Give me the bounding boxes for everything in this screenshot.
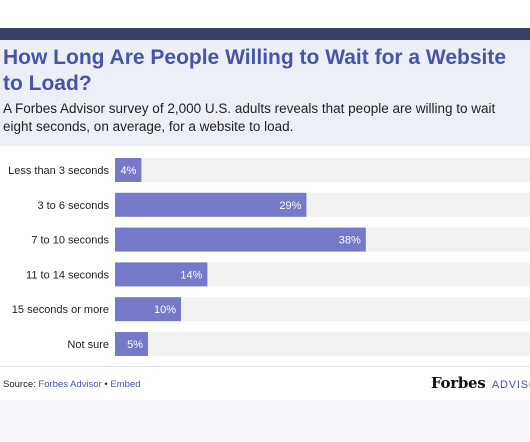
bar-track [115, 158, 530, 182]
source-link[interactable]: Forbes Advisor [38, 379, 102, 390]
brand-suffix: ADVISOR [491, 379, 530, 391]
value-label: 14% [180, 269, 202, 281]
bar [115, 332, 148, 356]
forbes-advisor-logo: Forbes ADVISOR [431, 374, 530, 393]
category-label: 11 to 14 seconds [26, 269, 109, 281]
bar [115, 262, 208, 287]
bar-chart: Less than 3 seconds 4% 3 to 6 seconds 29% 7 … [8, 158, 530, 356]
bar [115, 158, 142, 182]
value-label: 4% [120, 165, 136, 177]
bar-track [115, 297, 530, 322]
bar [115, 227, 366, 252]
bar [115, 297, 181, 322]
category-label: 15 seconds or more [12, 304, 109, 316]
footer-divider [0, 366, 530, 367]
category-label: Less than 3 seconds [8, 165, 109, 177]
bar-track [115, 332, 530, 356]
chart-subtitle: A Forbes Advisor survey of 2,000 U.S. ad… [3, 101, 496, 134]
category-label: 7 to 10 seconds [31, 235, 109, 247]
chart-title: How Long Are People Willing to Wait for … [3, 46, 507, 95]
source-line: Source: Forbes Advisor • Embed [3, 379, 140, 390]
value-label: 10% [154, 304, 176, 316]
bottom-band [0, 400, 530, 442]
embed-link[interactable]: Embed [110, 379, 141, 390]
value-label: 38% [339, 235, 361, 247]
bar [115, 192, 307, 217]
header-panel [0, 40, 530, 146]
category-label: 3 to 6 seconds [37, 200, 109, 212]
source-separator: • [104, 379, 108, 390]
top-accent-bar [0, 28, 530, 40]
source-prefix: Source: [3, 379, 36, 390]
value-label: 5% [127, 339, 143, 351]
brand-logo-text: Forbes [431, 374, 486, 392]
category-label: Not sure [67, 339, 109, 351]
value-label: 29% [279, 200, 301, 212]
